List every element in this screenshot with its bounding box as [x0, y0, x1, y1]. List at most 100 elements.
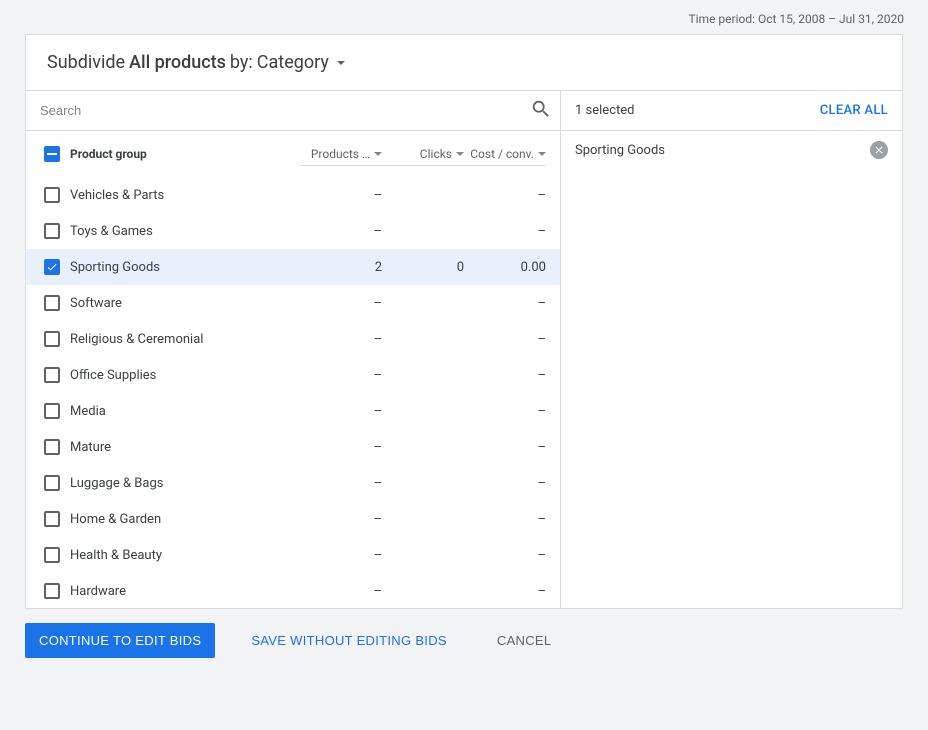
row-metric: – [300, 584, 382, 599]
row-metric: 0 [382, 260, 464, 275]
row-name: Software [66, 296, 300, 311]
row-metric: – [300, 188, 382, 203]
table-row[interactable]: Religious & Ceremonial–– [26, 321, 560, 357]
row-metric: – [464, 224, 546, 239]
col-header-cost-label: Cost / conv. [470, 147, 534, 161]
row-metric: – [300, 512, 382, 527]
clear-all-button[interactable]: CLEAR ALL [820, 103, 888, 118]
row-metric: – [464, 296, 546, 311]
chevron-down-icon [337, 61, 345, 65]
sort-caret-icon [456, 152, 464, 156]
row-metric: – [300, 224, 382, 239]
row-checkbox[interactable] [44, 439, 60, 455]
row-metric: – [300, 296, 382, 311]
row-metric: – [464, 512, 546, 527]
table-row[interactable]: Toys & Games–– [26, 213, 560, 249]
selected-item-label: Sporting Goods [575, 143, 665, 158]
row-checkbox[interactable] [44, 547, 60, 563]
row-checkbox[interactable] [44, 259, 60, 275]
time-period-label: Time period: Oct 15, 2008 – Jul 31, 2020 [0, 0, 928, 34]
row-name: Hardware [66, 584, 300, 599]
left-pane: Product group Products … Clicks Cost / c… [26, 91, 560, 608]
row-name: Sporting Goods [66, 260, 300, 275]
panes: Product group Products … Clicks Cost / c… [26, 90, 902, 608]
row-name: Health & Beauty [66, 548, 300, 563]
row-metric: – [464, 440, 546, 455]
sort-caret-icon [374, 152, 382, 156]
row-name: Media [66, 404, 300, 419]
row-metric: – [300, 548, 382, 563]
remove-icon[interactable] [870, 141, 888, 159]
category-dropdown[interactable]: Category [257, 52, 346, 73]
subdivide-card: Subdivide All products by: Category Prod… [25, 34, 903, 609]
selected-item: Sporting Goods [567, 131, 896, 169]
row-checkbox[interactable] [44, 511, 60, 527]
table-row[interactable]: Software–– [26, 285, 560, 321]
row-metric: – [464, 368, 546, 383]
row-checkbox[interactable] [44, 367, 60, 383]
header-by: by: [230, 52, 253, 73]
row-metric: – [464, 404, 546, 419]
card-header: Subdivide All products by: Category [26, 35, 902, 90]
col-header-clicks-label: Clicks [420, 147, 452, 161]
row-metric: – [464, 332, 546, 347]
col-header-products[interactable]: Products … [300, 147, 382, 166]
table-row[interactable]: Hardware–– [26, 573, 560, 608]
row-metric: 2 [300, 260, 382, 275]
selection-count: 1 selected [575, 103, 634, 118]
header-prefix: Subdivide [47, 52, 125, 73]
table-row[interactable]: Mature–– [26, 429, 560, 465]
category-dropdown-value: Category [257, 52, 329, 73]
col-header-products-label: Products … [311, 147, 370, 161]
row-name: Toys & Games [66, 224, 300, 239]
row-name: Mature [66, 440, 300, 455]
row-checkbox[interactable] [44, 331, 60, 347]
row-checkbox[interactable] [44, 223, 60, 239]
select-all-checkbox[interactable] [44, 146, 60, 162]
col-header-name[interactable]: Product group [66, 147, 300, 161]
col-header-clicks[interactable]: Clicks [382, 147, 464, 166]
row-metric: – [300, 332, 382, 347]
table-header-row: Product group Products … Clicks Cost / c… [26, 131, 560, 177]
table-row[interactable]: Home & Garden–– [26, 501, 560, 537]
sort-caret-icon [538, 152, 546, 156]
row-metric: – [300, 440, 382, 455]
search-icon[interactable] [530, 98, 552, 124]
table-row[interactable]: Health & Beauty–– [26, 537, 560, 573]
right-pane: 1 selected CLEAR ALL Sporting Goods [561, 91, 902, 608]
row-checkbox[interactable] [44, 475, 60, 491]
search-row [26, 91, 560, 131]
row-name: Home & Garden [66, 512, 300, 527]
table-row[interactable]: Office Supplies–– [26, 357, 560, 393]
selection-list: Sporting Goods [561, 131, 902, 169]
row-metric: – [464, 476, 546, 491]
header-bold: All products [129, 52, 226, 73]
row-checkbox[interactable] [44, 583, 60, 599]
row-name: Luggage & Bags [66, 476, 300, 491]
row-checkbox[interactable] [44, 187, 60, 203]
row-name: Vehicles & Parts [66, 188, 300, 203]
continue-button[interactable]: CONTINUE TO EDIT BIDS [25, 623, 215, 658]
row-metric: – [300, 404, 382, 419]
cancel-button[interactable]: CANCEL [483, 623, 566, 658]
row-metric: – [300, 368, 382, 383]
table-rows: Vehicles & Parts––Toys & Games––Sporting… [26, 177, 560, 608]
footer: CONTINUE TO EDIT BIDS SAVE WITHOUT EDITI… [0, 609, 928, 658]
row-metric: 0.00 [464, 260, 546, 275]
save-without-editing-button[interactable]: SAVE WITHOUT EDITING BIDS [237, 623, 461, 658]
row-metric: – [464, 188, 546, 203]
table-row[interactable]: Media–– [26, 393, 560, 429]
table-row[interactable]: Sporting Goods200.00 [26, 249, 560, 285]
selection-header: 1 selected CLEAR ALL [561, 91, 902, 131]
row-name: Religious & Ceremonial [66, 332, 300, 347]
search-input[interactable] [40, 103, 530, 118]
row-metric: – [464, 548, 546, 563]
row-metric: – [464, 584, 546, 599]
row-checkbox[interactable] [44, 295, 60, 311]
row-checkbox[interactable] [44, 403, 60, 419]
col-header-cost[interactable]: Cost / conv. [464, 147, 546, 166]
table-row[interactable]: Vehicles & Parts–– [26, 177, 560, 213]
row-name: Office Supplies [66, 368, 300, 383]
table-row[interactable]: Luggage & Bags–– [26, 465, 560, 501]
row-metric: – [300, 476, 382, 491]
